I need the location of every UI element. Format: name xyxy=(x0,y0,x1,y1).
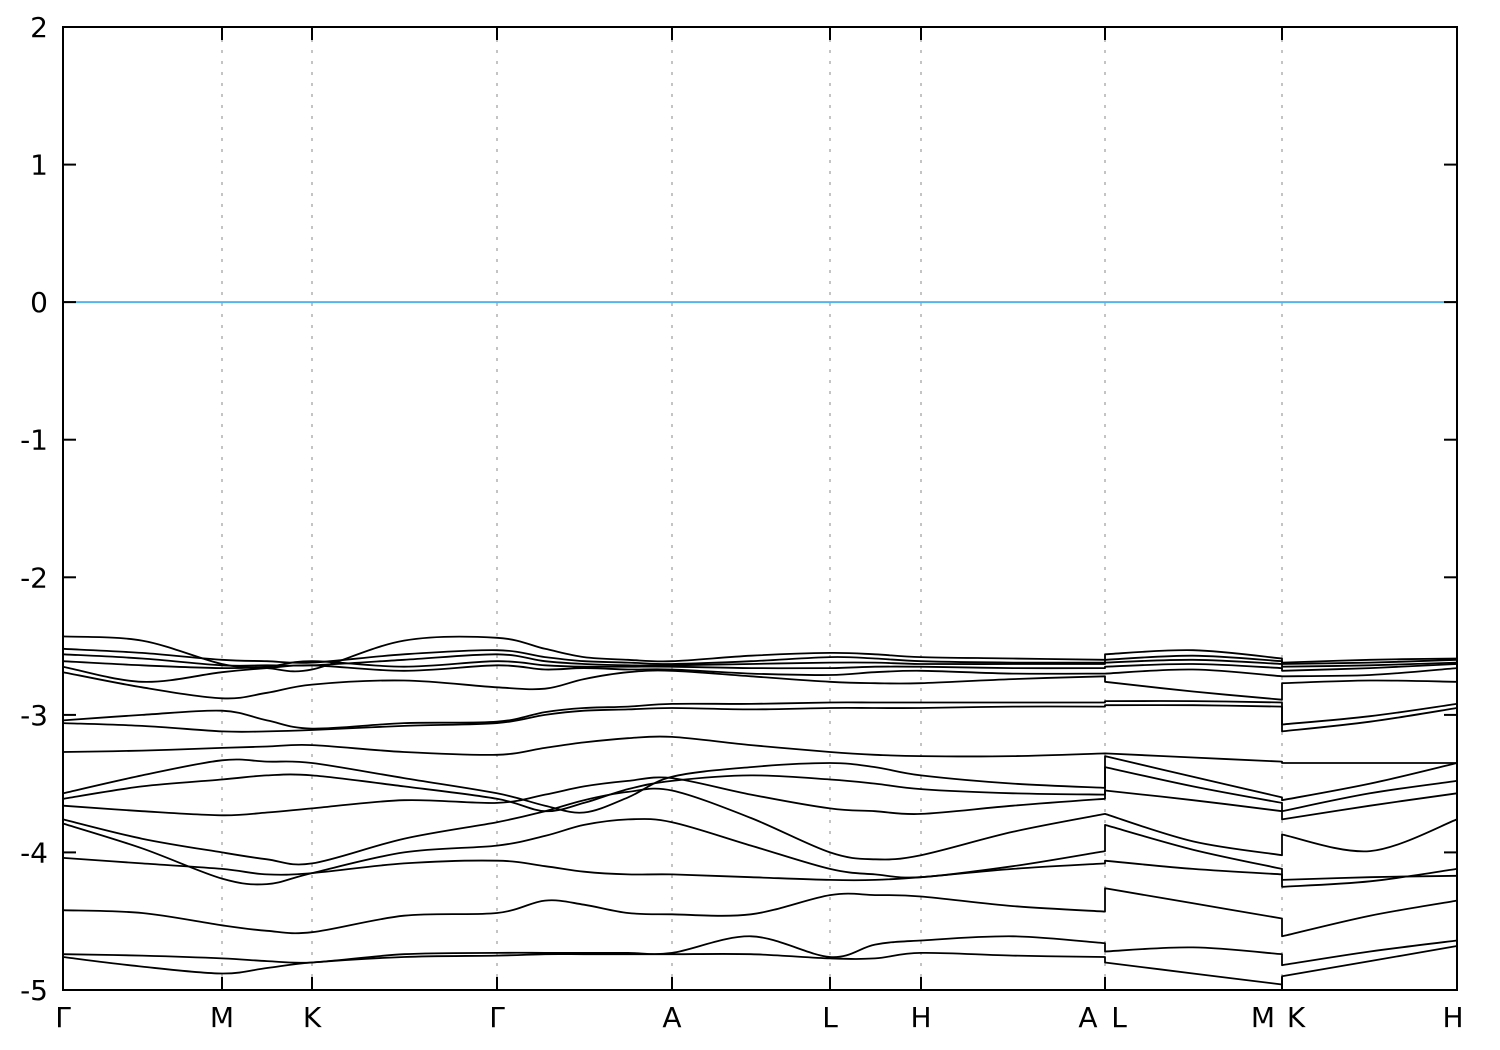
x-tick-label: A xyxy=(662,1001,681,1034)
band-line xyxy=(62,818,1458,888)
y-tick-label: 2 xyxy=(30,11,48,44)
band-line xyxy=(62,887,1458,938)
plot-border xyxy=(62,26,1458,991)
band-line xyxy=(62,766,1458,813)
x-tick-label: L xyxy=(822,1001,838,1034)
band-line xyxy=(62,776,1458,821)
band-line xyxy=(62,787,1458,866)
y-tick-label: 0 xyxy=(30,286,48,319)
x-tick-label: K xyxy=(1287,1001,1306,1034)
band-line xyxy=(62,700,1458,730)
y-tick-label: -3 xyxy=(20,699,48,732)
x-tick-label: M xyxy=(210,1001,234,1034)
band-line xyxy=(62,664,1458,683)
y-tick-label: -1 xyxy=(20,424,48,457)
x-tick-label: K xyxy=(303,1001,322,1034)
x-tick-label: H xyxy=(910,1001,931,1034)
band-line xyxy=(62,669,1458,701)
band-line xyxy=(62,647,1458,665)
band-line xyxy=(62,735,1457,764)
band-line xyxy=(62,704,1458,733)
band-line xyxy=(62,653,1458,668)
y-tick-label: 1 xyxy=(30,149,48,182)
x-tick-label: L xyxy=(1111,1001,1127,1034)
x-tick-label: Γ xyxy=(55,1001,71,1034)
band-line xyxy=(62,945,1458,986)
y-tick-label: -5 xyxy=(20,974,48,1007)
band-line xyxy=(62,635,1458,673)
band-line xyxy=(62,935,1458,967)
x-tick-label: Γ xyxy=(489,1001,505,1034)
x-tick-label: H xyxy=(1442,1001,1463,1034)
y-tick-label: -4 xyxy=(20,836,48,869)
x-tick-label: M xyxy=(1251,1001,1275,1034)
x-tick-label: A xyxy=(1078,1001,1097,1034)
band-line xyxy=(62,857,1458,882)
y-tick-label: -2 xyxy=(20,561,48,594)
band-line xyxy=(62,755,1458,814)
band-line xyxy=(62,660,1458,672)
